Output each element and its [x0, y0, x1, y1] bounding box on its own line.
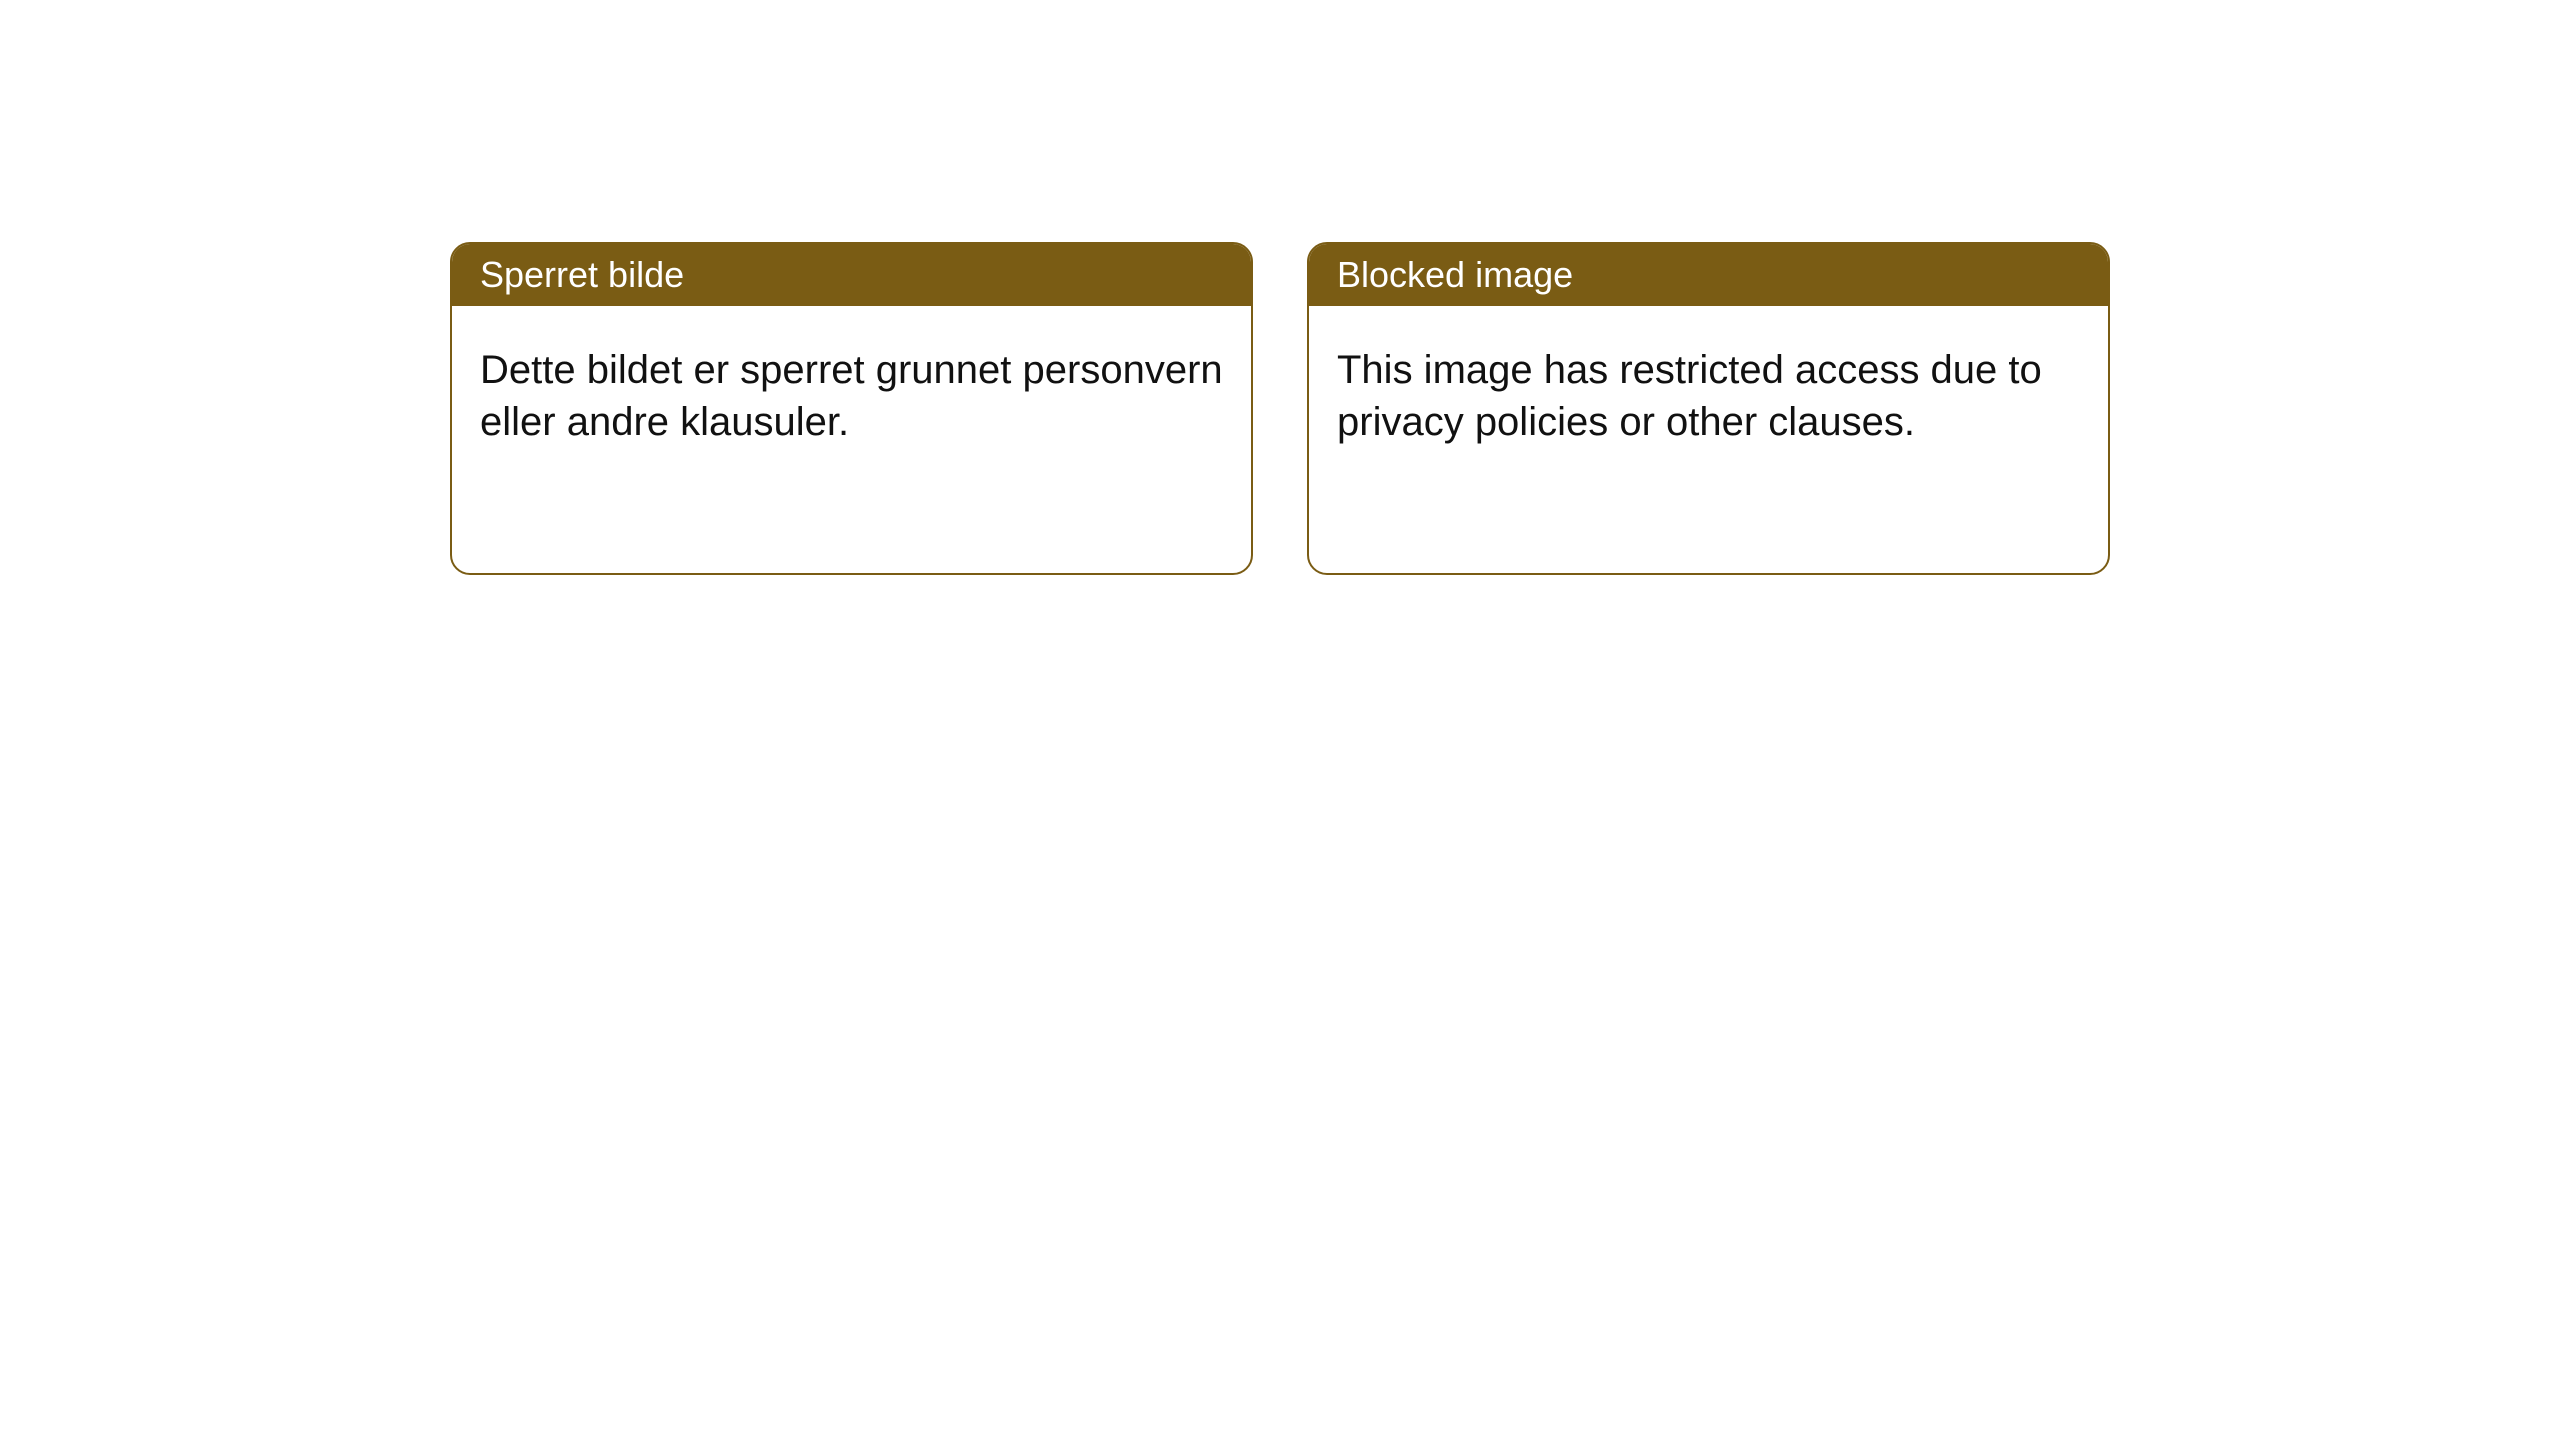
notice-card-header: Sperret bilde [452, 244, 1251, 306]
notice-title: Sperret bilde [480, 254, 684, 295]
notice-card-norwegian: Sperret bilde Dette bildet er sperret gr… [450, 242, 1253, 575]
notice-card-body: Dette bildet er sperret grunnet personve… [452, 306, 1251, 486]
notice-card-header: Blocked image [1309, 244, 2108, 306]
notice-card-body: This image has restricted access due to … [1309, 306, 2108, 486]
notice-title: Blocked image [1337, 254, 1573, 295]
notice-body-text: Dette bildet er sperret grunnet personve… [480, 348, 1223, 444]
notice-card-english: Blocked image This image has restricted … [1307, 242, 2110, 575]
notice-container: Sperret bilde Dette bildet er sperret gr… [0, 0, 2560, 575]
notice-body-text: This image has restricted access due to … [1337, 348, 2042, 444]
